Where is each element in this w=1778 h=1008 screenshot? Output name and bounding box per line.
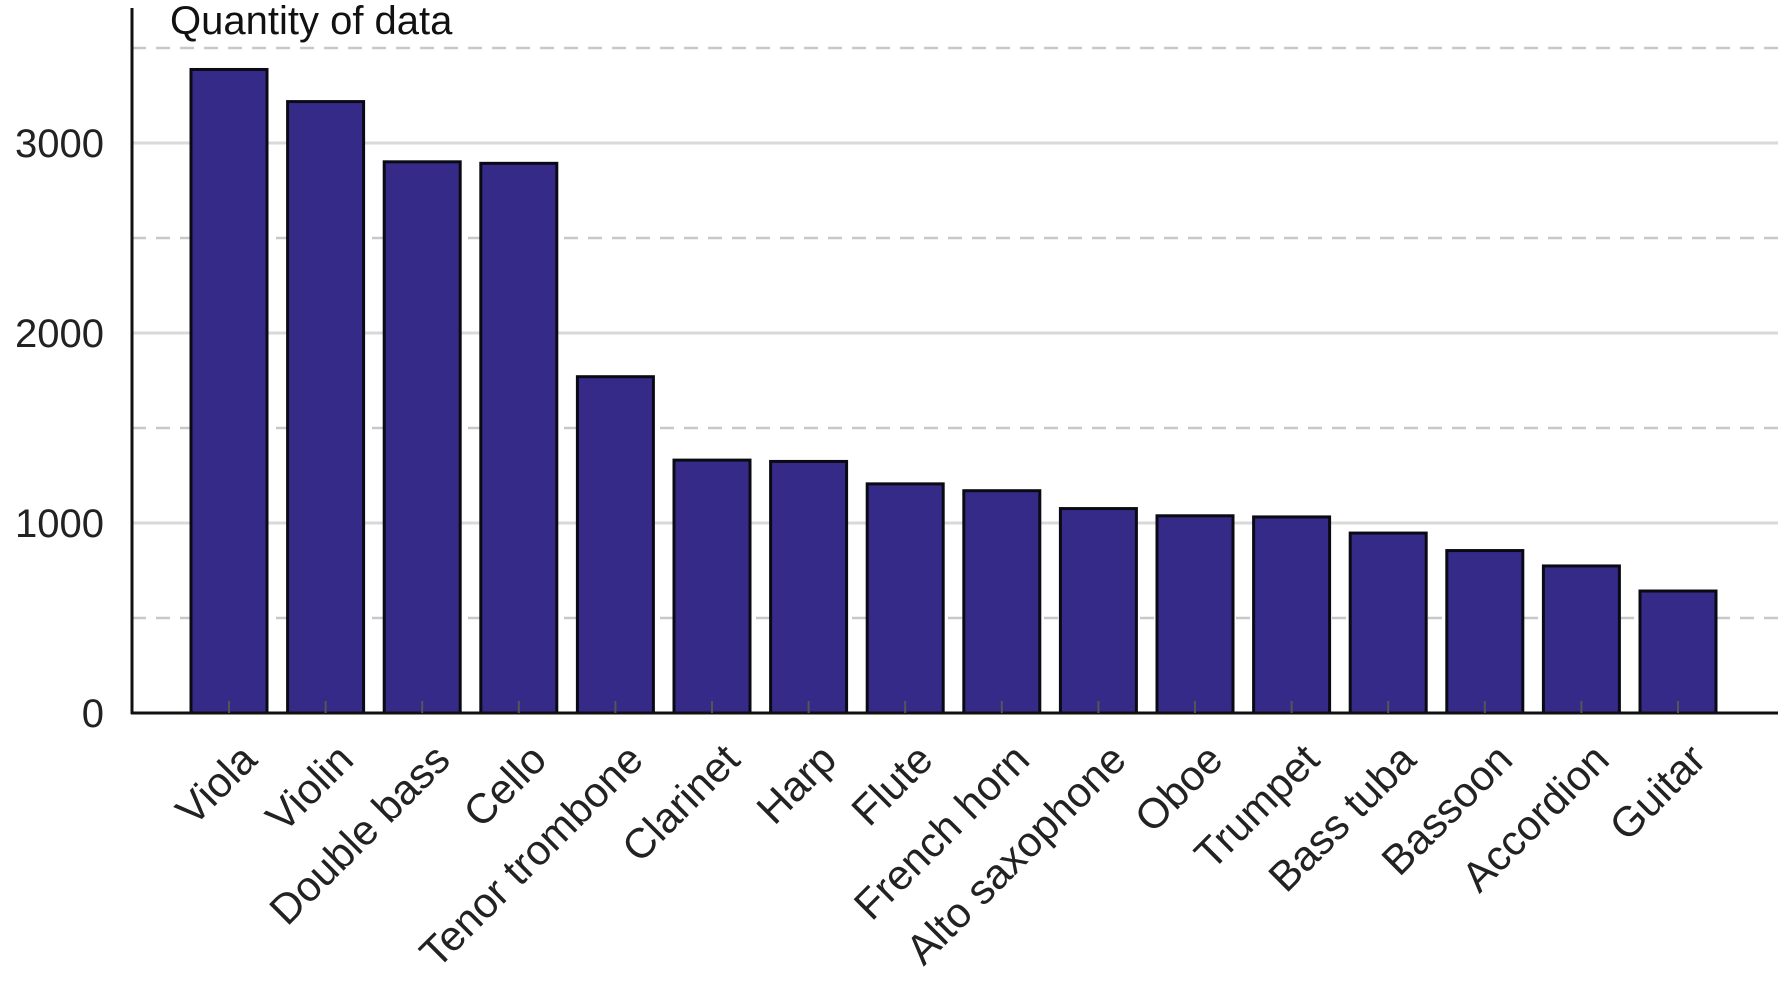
bar-alto-saxophone	[1058, 507, 1138, 715]
bar-flute	[865, 482, 945, 715]
chart-title: Quantity of data	[170, 0, 453, 43]
bar-double-bass	[382, 160, 462, 715]
bar-clarinet	[672, 458, 752, 715]
bar-french-horn	[962, 489, 1042, 715]
axes	[130, 8, 1778, 715]
bar-cello	[479, 161, 559, 715]
y-tick-label: 3000	[15, 122, 104, 166]
x-tick-label: Viola	[167, 735, 266, 834]
bars	[189, 67, 1718, 715]
bar-viola	[189, 67, 269, 715]
bar-oboe	[1155, 514, 1235, 715]
bar-guitar	[1638, 589, 1718, 715]
x-tick-label: Guitar	[1600, 735, 1714, 849]
bar-violin	[286, 100, 366, 715]
bar-tenor-trombone	[575, 375, 655, 715]
bar-harp	[769, 459, 849, 715]
gridlines	[132, 46, 1778, 620]
bar-trumpet	[1252, 515, 1332, 715]
x-tick-label: Harp	[747, 735, 845, 833]
bar-accordion	[1541, 564, 1621, 715]
bar-bassoon	[1445, 549, 1525, 715]
y-tick-label: 1000	[15, 502, 104, 546]
y-tick-label: 2000	[15, 312, 104, 356]
y-tick-label: 0	[82, 692, 104, 736]
bar-bass-tuba	[1348, 531, 1428, 715]
